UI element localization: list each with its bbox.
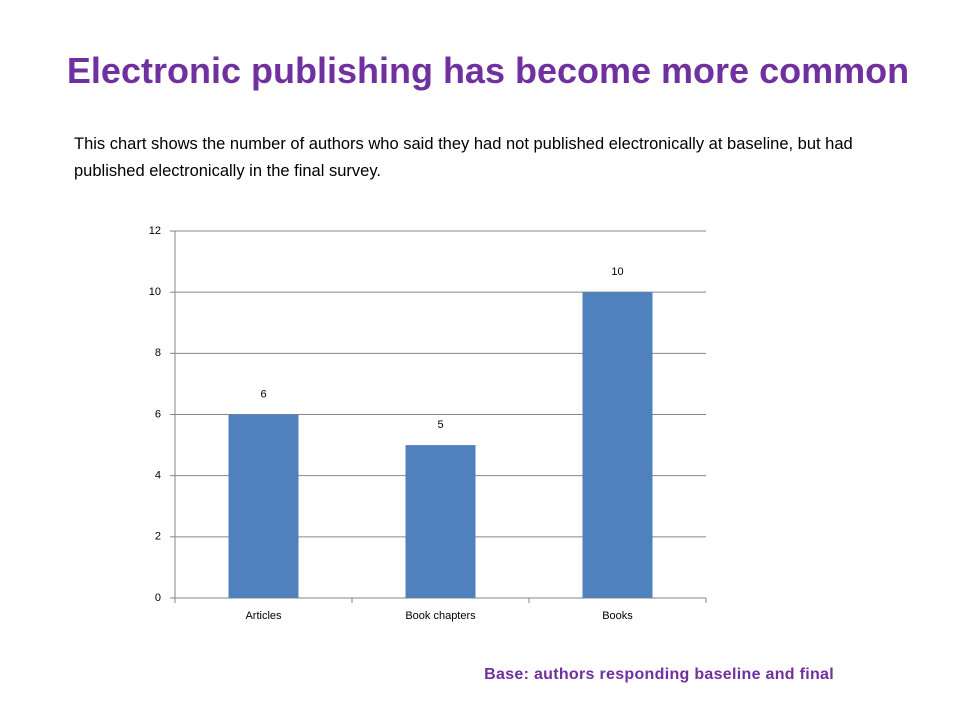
y-tick-label: 10 [149, 286, 161, 298]
y-tick-label: 4 [155, 470, 161, 482]
data-label: 5 [437, 419, 443, 431]
data-label: 6 [260, 388, 266, 400]
x-tick-label: Articles [245, 610, 282, 622]
y-tick-label: 8 [155, 347, 161, 359]
y-tick-label: 2 [155, 531, 161, 543]
data-label: 10 [611, 266, 623, 278]
x-tick-label: Books [602, 610, 633, 622]
footnote: Base: authors responding baseline and fi… [484, 666, 834, 683]
y-tick-label: 0 [155, 592, 161, 604]
bar [405, 445, 476, 598]
bar [582, 292, 653, 598]
bar [228, 414, 299, 598]
x-tick-label: Book chapters [405, 610, 476, 622]
y-tick-label: 6 [155, 408, 161, 420]
y-tick-label: 12 [149, 225, 161, 237]
slide-title: Electronic publishing has become more co… [66, 50, 910, 91]
description: This chart shows the number of authors w… [74, 135, 853, 180]
